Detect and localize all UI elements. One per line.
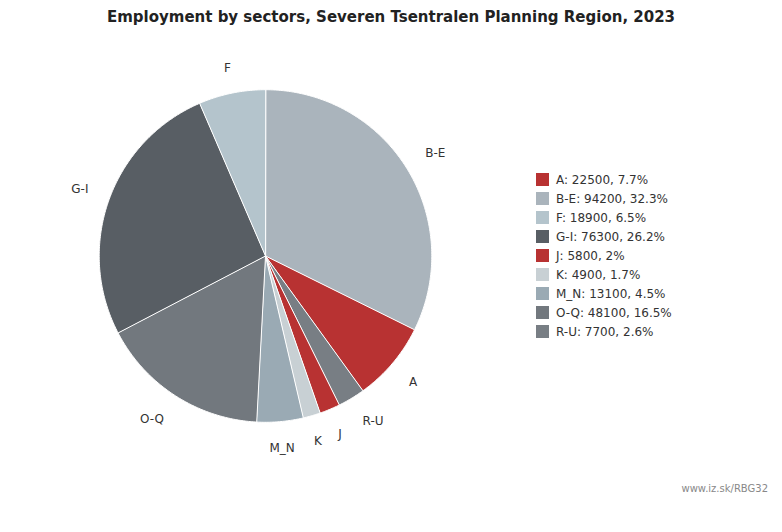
html-text:G-I: 76300, 26.2%: G-I: 76300, 26.2% (556, 229, 665, 244)
html-text:M_N: 13100, 4.5%: M_N: 13100, 4.5% (556, 286, 666, 301)
html-text:F: 18900, 6.5%: F: 18900, 6.5% (556, 210, 647, 225)
html-text:www.iz.sk/RBG32: www.iz.sk/RBG32 (681, 483, 768, 494)
svg-text:K: K (314, 434, 323, 448)
html-text:K: 4900, 1.7%: K: 4900, 1.7% (556, 267, 641, 282)
html-text:B-E: 94200, 32.3%: B-E: 94200, 32.3% (556, 191, 668, 206)
svg-text:G-I: G-I (71, 182, 88, 196)
html-text:J: 5800, 2%: J: 5800, 2% (556, 248, 625, 263)
svg-text:R-U: R-U (363, 414, 384, 428)
html-text:O-Q: 48100, 16.5%: O-Q: 48100, 16.5% (556, 305, 672, 320)
svg-text:A: A (409, 375, 418, 389)
svg-text:J: J (337, 427, 342, 441)
svg-text:O-Q: O-Q (140, 412, 164, 426)
svg-text:M_N: M_N (269, 441, 294, 455)
svg-text:F: F (224, 61, 231, 75)
html-text:Employment by sectors, Severen: Employment by sectors, Severen Tsentrale… (106, 8, 676, 26)
html-text:R-U: 7700, 2.6%: R-U: 7700, 2.6% (556, 324, 654, 339)
svg-text:B-E: B-E (425, 146, 445, 160)
html-text:A: 22500, 7.7%: A: 22500, 7.7% (556, 172, 649, 187)
